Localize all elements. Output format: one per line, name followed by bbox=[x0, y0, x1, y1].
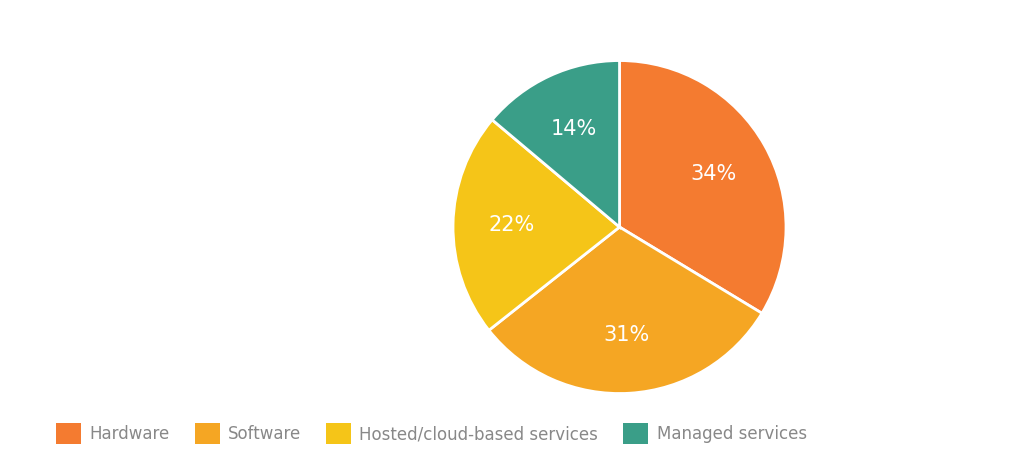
Wedge shape bbox=[488, 227, 762, 394]
Legend: Hardware, Software, Hosted/cloud-based services, Managed services: Hardware, Software, Hosted/cloud-based s… bbox=[49, 417, 813, 450]
Text: 34%: 34% bbox=[690, 164, 737, 184]
Wedge shape bbox=[620, 61, 786, 313]
Wedge shape bbox=[453, 120, 620, 330]
Text: 14%: 14% bbox=[551, 119, 597, 139]
Text: 31%: 31% bbox=[603, 325, 649, 345]
Wedge shape bbox=[493, 61, 620, 227]
Text: 22%: 22% bbox=[488, 215, 535, 236]
